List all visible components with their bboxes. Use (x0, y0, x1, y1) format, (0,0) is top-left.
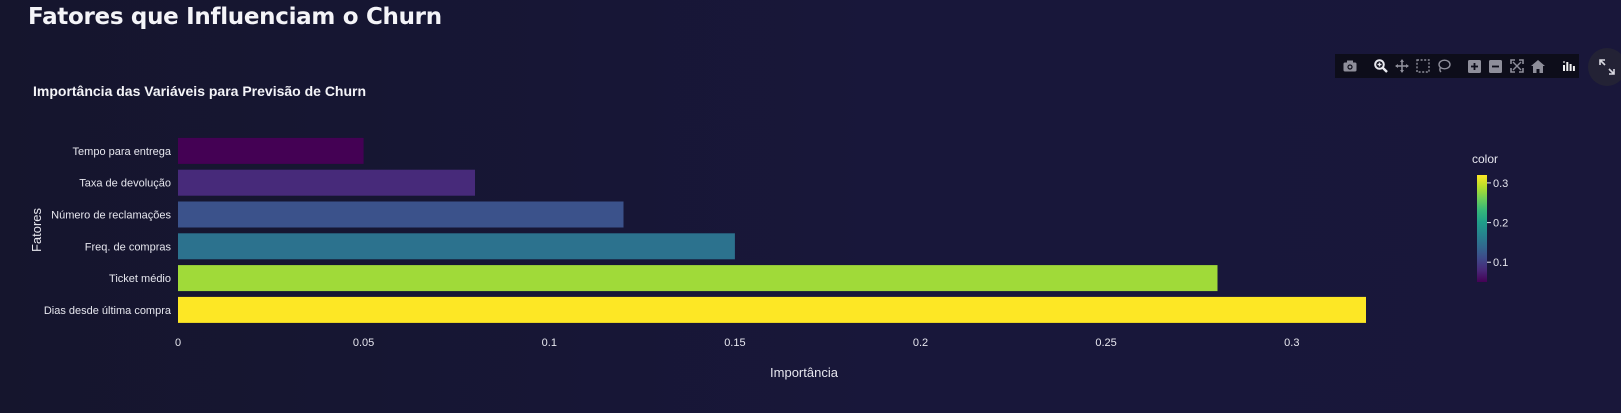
lasso-select-icon[interactable] (1433, 54, 1454, 78)
bar-4[interactable] (178, 265, 1218, 292)
bar-1[interactable] (178, 169, 475, 196)
x-tick-label: 0.3 (1284, 337, 1299, 349)
bar-0[interactable] (178, 137, 364, 164)
camera-icon[interactable] (1339, 54, 1360, 78)
x-tick-label: 0.05 (353, 337, 374, 349)
x-tick-label: 0.15 (724, 337, 745, 349)
y-tick-labels: Tempo para entrega Taxa de devolução Númer… (44, 146, 172, 317)
y-tick-label: Ticket médio (109, 273, 171, 285)
y-tick-label: Freq. de compras (85, 241, 172, 253)
fullscreen-expand-button[interactable] (1588, 48, 1621, 86)
colorbar-tick-label: 0.3 (1493, 178, 1508, 190)
chart-title: Importância das Variáveis para Previsão … (33, 83, 366, 99)
y-tick-label: Número de reclamações (51, 210, 171, 222)
bar-3[interactable] (178, 233, 735, 260)
x-tick-label: 0 (175, 337, 181, 349)
x-tick-label: 0.1 (542, 337, 557, 349)
zoom-in-icon[interactable] (1464, 54, 1485, 78)
pan-icon[interactable] (1391, 54, 1412, 78)
colorbar-title: color (1472, 152, 1498, 166)
bar-2[interactable] (178, 201, 624, 228)
bars-layer (178, 137, 1366, 323)
y-tick-label: Dias desde última compra (44, 305, 172, 317)
colorbar-tick-label: 0.2 (1493, 218, 1508, 230)
expand-arrows-icon (1599, 59, 1615, 75)
x-tick-label: 0.25 (1095, 337, 1116, 349)
zoom-icon[interactable] (1370, 54, 1391, 78)
x-tick-label: 0.2 (913, 337, 928, 349)
colorbar (1477, 175, 1487, 282)
plotly-logo-icon[interactable] (1558, 54, 1579, 78)
y-tick-label: Tempo para entrega (73, 146, 172, 158)
reset-axes-icon[interactable] (1527, 54, 1548, 78)
modebar (1335, 54, 1579, 78)
y-tick-label: Taxa de devolução (79, 178, 171, 190)
colorbar-ticks: 0.1 0.2 0.3 (1487, 178, 1508, 269)
x-axis-label: Importância (770, 365, 839, 380)
y-axis-label: Fatores (29, 207, 44, 252)
bar-5[interactable] (178, 296, 1366, 323)
zoom-out-icon[interactable] (1485, 54, 1506, 78)
autoscale-icon[interactable] (1506, 54, 1527, 78)
box-select-icon[interactable] (1412, 54, 1433, 78)
x-tick-labels: 0 0.05 0.1 0.15 0.2 0.25 0.3 (175, 337, 1300, 349)
colorbar-tick-label: 0.1 (1493, 257, 1508, 269)
page-title: Fatores que Influenciam o Churn (28, 4, 442, 30)
